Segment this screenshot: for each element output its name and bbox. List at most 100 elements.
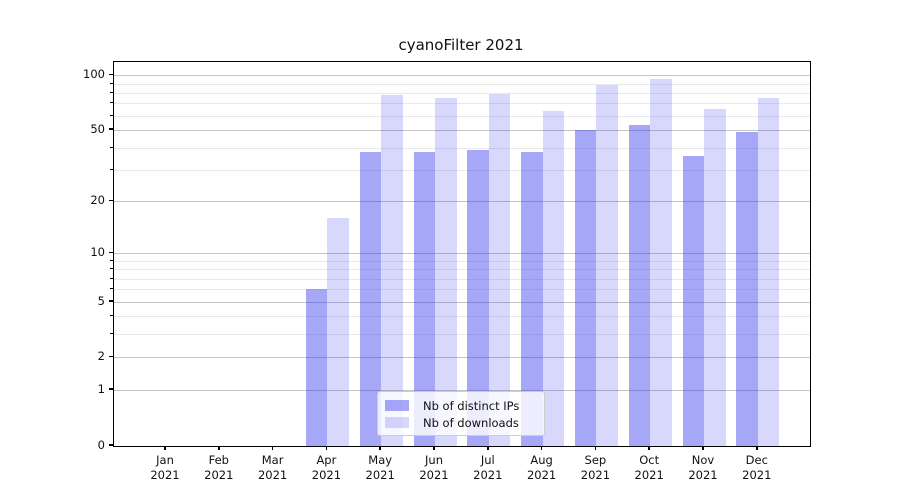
y-tick-label: 20 [90,193,105,208]
bar-downloads [542,110,565,446]
x-tick-label: Jul 2021 [460,453,516,484]
y-minor-tick-mark [110,168,113,170]
legend-label: Nb of distinct IPs [423,398,520,413]
x-tick-label: Feb 2021 [191,453,247,484]
gridline-major [114,253,810,255]
y-tick-mark [108,300,113,302]
x-tick-month: May [368,452,393,467]
x-tick-label: Aug 2021 [514,453,570,484]
y-tick-mark [108,251,113,254]
x-tick-mark [271,446,274,450]
bar-distinct-ips [574,130,597,446]
y-minor-tick-mark [110,259,113,261]
y-minor-tick-mark [110,315,113,317]
bar-distinct-ips [736,131,758,446]
x-tick-month: Aug [530,452,553,467]
gridline-minor [114,334,810,336]
y-tick-label: 1 [97,381,105,396]
gridline-major [114,201,810,203]
x-tick-month: Feb [208,452,229,467]
x-tick-mark [379,446,381,450]
legend-item-downloads: Nb of downloads [385,416,536,430]
x-tick-label: Dec 2021 [729,453,785,484]
y-tick-mark [108,73,113,76]
bar-downloads [704,109,726,446]
gridline-major [114,357,810,359]
x-tick-mark [487,446,489,450]
gridline-minor [114,278,810,280]
gridline-major [114,389,810,391]
x-tick-label: Jan 2021 [137,453,193,484]
legend-swatch-light [385,417,409,428]
y-tick-mark [108,128,113,130]
legend-label: Nb of downloads [423,415,519,430]
y-tick-mark [108,444,113,446]
gridline-minor [114,147,810,149]
x-tick-label: Sep 2021 [567,453,623,484]
x-tick-year: 2021 [419,468,449,482]
gridline-minor [114,83,810,85]
x-tick-mark [702,446,704,450]
bar-downloads [435,98,457,446]
y-minor-tick-mark [110,82,113,84]
bar-distinct-ips [682,155,704,446]
y-minor-tick-mark [110,333,113,335]
bar-downloads [757,98,780,446]
bar-distinct-ips [467,149,489,446]
x-tick-year: 2021 [473,468,503,482]
x-tick-year: 2021 [634,468,664,482]
x-tick-label: Jun 2021 [406,453,462,484]
legend-swatch-dark [385,400,409,411]
y-minor-tick-mark [110,288,113,290]
x-tick-month: Jan [156,452,174,467]
x-tick-label: Apr 2021 [298,453,354,484]
y-tick-label: 100 [83,67,105,82]
gridline-major [114,129,810,131]
y-minor-tick-mark [110,102,113,104]
gridline-minor [114,92,810,94]
x-tick-label: May 2021 [352,453,408,484]
gridline-minor [114,115,810,117]
x-tick-year: 2021 [150,468,180,482]
x-tick-mark [218,446,220,450]
x-tick-mark [594,446,597,450]
y-minor-tick-mark [110,268,113,270]
gridline-minor [114,269,810,271]
x-tick-mark [433,446,435,450]
bar-downloads [596,85,618,446]
x-tick-label: Oct 2021 [621,453,677,484]
x-tick-year: 2021 [365,468,395,482]
bar-downloads [650,79,672,446]
x-tick-mark [540,446,543,450]
bar-downloads [327,218,349,446]
gridline-major [114,301,810,303]
plot-area [113,60,811,447]
gridline-minor [114,260,810,262]
y-minor-tick-mark [110,114,113,116]
bar-distinct-ips [628,125,651,446]
x-tick-mark [648,446,650,450]
x-tick-mark [164,446,166,450]
x-tick-year: 2021 [257,468,288,482]
y-tick-mark [108,199,113,202]
gridline-minor [114,103,810,105]
x-tick-month: Apr [316,452,337,467]
y-tick-label: 5 [97,293,105,308]
x-tick-year: 2021 [204,468,234,482]
y-tick-label: 10 [90,245,105,260]
x-tick-month: Jul [480,452,495,467]
x-tick-month: Oct [639,452,660,467]
bar-downloads [381,94,403,446]
x-tick-month: Sep [584,452,607,467]
y-minor-tick-mark [110,91,113,93]
bar-distinct-ips [413,151,435,446]
x-tick-month: Dec [745,452,768,467]
y-tick-mark [108,355,113,358]
x-tick-year: 2021 [311,468,342,482]
bar-distinct-ips [521,151,543,446]
y-minor-tick-mark [110,146,113,148]
x-tick-mark [756,446,758,450]
x-tick-mark [325,446,328,450]
legend: Nb of distinct IPs Nb of downloads [377,391,545,436]
